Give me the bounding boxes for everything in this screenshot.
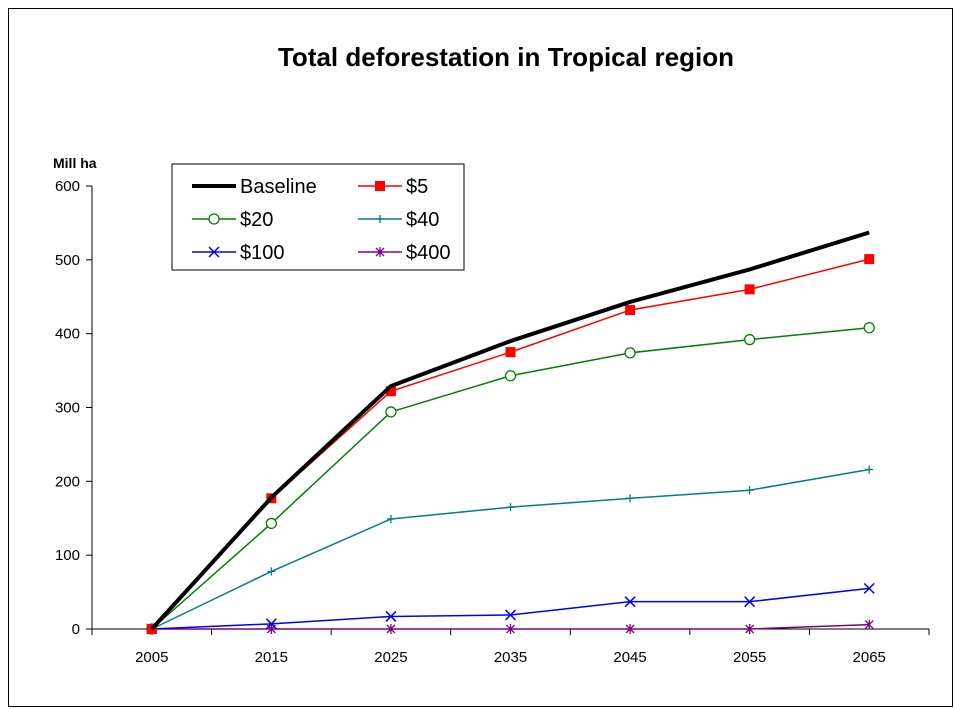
- y-tick-label: 200: [55, 473, 80, 490]
- y-axis-unit-label: Mill ha: [53, 155, 97, 171]
- legend-marker-400: [375, 247, 385, 257]
- x-tick-label: 2015: [255, 649, 288, 666]
- data-point-5: [385, 386, 396, 397]
- y-tick-label: 600: [55, 178, 80, 195]
- data-point-5: [505, 347, 516, 358]
- series-line-baseline: [150, 230, 870, 631]
- data-point-20: [504, 370, 517, 382]
- data-point-5: [864, 254, 875, 265]
- x-tick-label: 2045: [613, 649, 646, 666]
- data-point-400: [864, 619, 874, 630]
- x-tick-label: 2035: [494, 649, 527, 666]
- data-point-100: [385, 610, 397, 622]
- data-point-5: [625, 305, 636, 316]
- series-line-40: [151, 468, 870, 630]
- series-layer: [146, 230, 875, 635]
- x-tick-label: 2005: [135, 649, 168, 666]
- data-point-100: [624, 596, 636, 608]
- axes: 0 100 200 300 400 500 600 2005 2015 2025 2035 2045 2…: [55, 178, 930, 666]
- series-40: [147, 465, 874, 633]
- series-line-5: [151, 258, 870, 630]
- y-tick-label: 500: [55, 252, 80, 269]
- series-20: [146, 322, 875, 635]
- data-point-40: [626, 494, 635, 503]
- chart-frame: Total deforestation in Tropical region M…: [8, 8, 953, 707]
- data-point-100: [863, 582, 875, 594]
- legend-label-baseline: Baseline: [240, 176, 317, 198]
- legend-label-20: $20: [240, 209, 273, 231]
- y-tick-label: 400: [55, 326, 80, 343]
- x-tick-label: 2025: [374, 649, 407, 666]
- y-tick-label: 0: [72, 621, 80, 638]
- legend-marker-100: [208, 246, 220, 258]
- data-point-5: [744, 284, 755, 295]
- chart-title: Total deforestation in Tropical region: [278, 42, 734, 72]
- x-tick-label: 2055: [733, 649, 766, 666]
- series-100: [146, 582, 875, 635]
- series-baseline: [150, 230, 870, 631]
- legend-label-400: $400: [406, 242, 451, 264]
- data-point-20: [743, 333, 756, 346]
- x-tick-label: 2065: [853, 649, 886, 666]
- legend-label-40: $40: [406, 209, 439, 231]
- legend-label-100: $100: [240, 242, 285, 264]
- data-point-20: [385, 406, 397, 418]
- data-point-40: [267, 567, 276, 576]
- data-point-40: [506, 503, 515, 512]
- legend-marker-40: [376, 215, 384, 223]
- series-line-100: [151, 587, 870, 630]
- legend-marker-5: [375, 181, 385, 191]
- data-point-400: [625, 624, 635, 634]
- data-point-20: [863, 322, 875, 334]
- data-point-400: [506, 624, 515, 634]
- y-tick-label: 300: [55, 400, 80, 417]
- legend: Baseline $5 $20 $40 $100 $400: [171, 163, 465, 271]
- legend-marker-20: [208, 213, 220, 225]
- series-5: [146, 254, 875, 634]
- data-point-20: [624, 347, 636, 359]
- data-point-40: [386, 514, 395, 523]
- data-point-20: [265, 517, 278, 530]
- data-point-40: [745, 486, 754, 495]
- data-point-400: [745, 624, 755, 634]
- data-point-40: [865, 465, 874, 474]
- data-point-100: [504, 609, 517, 621]
- data-point-400: [386, 624, 396, 634]
- line-chart: Total deforestation in Tropical region M…: [53, 42, 930, 666]
- data-point-100: [744, 596, 756, 608]
- series-400: [147, 619, 874, 634]
- legend-label-5: $5: [406, 176, 428, 198]
- data-point-100: [265, 618, 277, 630]
- y-tick-label: 100: [55, 547, 80, 564]
